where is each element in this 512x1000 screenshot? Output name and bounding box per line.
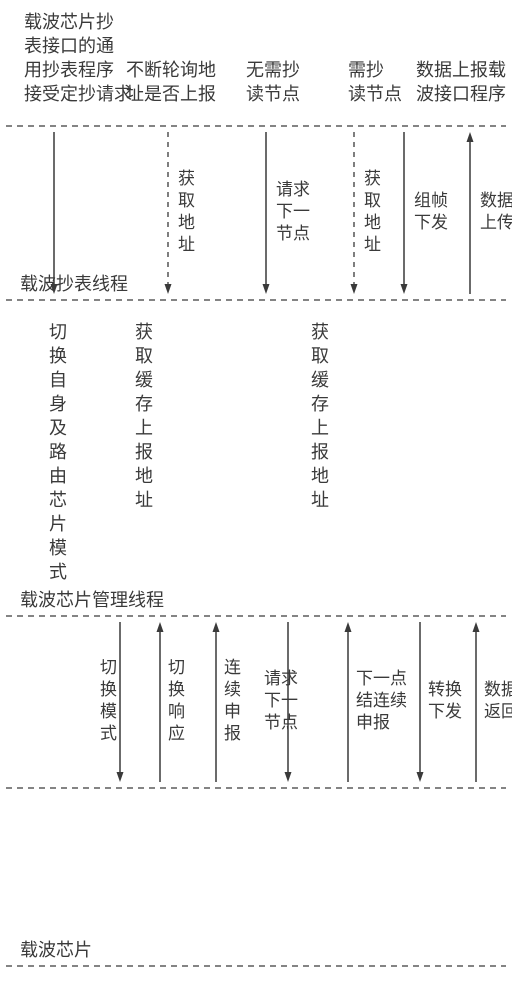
svg-text:应: 应: [168, 724, 185, 743]
svg-text:身: 身: [49, 394, 67, 414]
svg-text:节点: 节点: [276, 224, 310, 243]
svg-text:模: 模: [49, 538, 67, 558]
svg-text:址: 址: [178, 235, 195, 254]
svg-text:获: 获: [135, 322, 153, 342]
svg-text:取: 取: [135, 346, 153, 366]
top-desc-5: 址是否上报: [126, 84, 216, 104]
svg-text:由: 由: [49, 466, 67, 486]
top-desc-4: 不断轮询地: [126, 60, 216, 80]
svg-text:申报: 申报: [356, 713, 390, 732]
get-addr-2: [351, 132, 358, 294]
top-desc-7: 读节点: [246, 84, 300, 104]
top-desc-8: 需抄: [348, 60, 384, 80]
svg-text:换: 换: [49, 346, 67, 366]
svg-text:请求: 请求: [264, 669, 298, 688]
svg-text:取: 取: [311, 346, 329, 366]
svg-text:换: 换: [168, 680, 185, 699]
svg-text:报: 报: [311, 442, 329, 462]
svg-text:结连续: 结连续: [356, 691, 407, 710]
svg-text:下一: 下一: [276, 202, 310, 221]
top-desc-0: 载波芯片抄: [24, 12, 114, 32]
next-conn-end-up: [345, 622, 352, 782]
top-desc-9: 读节点: [348, 84, 402, 104]
svg-text:转换: 转换: [428, 680, 462, 699]
svg-text:上: 上: [135, 418, 153, 438]
svg-text:返回: 返回: [484, 702, 512, 721]
lane-label-chip_manage: 载波芯片管理线程: [20, 590, 164, 610]
svg-text:获: 获: [311, 322, 329, 342]
svg-text:地: 地: [178, 213, 195, 232]
svg-text:址: 址: [135, 490, 153, 510]
svg-text:获: 获: [178, 169, 195, 188]
svg-text:换: 换: [100, 680, 117, 699]
svg-text:数据: 数据: [480, 191, 512, 210]
svg-text:取: 取: [178, 191, 195, 210]
svg-text:址: 址: [364, 235, 381, 254]
svg-text:模: 模: [100, 702, 117, 721]
data-upload: [467, 132, 474, 294]
get-cache-addr-2: 获取缓存上报地址: [311, 322, 329, 510]
svg-text:芯: 芯: [49, 490, 67, 510]
frame-send: [401, 132, 408, 294]
req-next-node: [263, 132, 270, 294]
get-cache-addr-1: 获取缓存上报地址: [135, 322, 153, 510]
cont-report-up: [213, 622, 220, 782]
svg-text:切: 切: [100, 658, 117, 677]
svg-text:组帧: 组帧: [414, 191, 448, 210]
svg-text:路: 路: [49, 442, 67, 462]
svg-text:数据: 数据: [484, 680, 512, 699]
switch-resp-up: [157, 622, 164, 782]
svg-text:地: 地: [135, 466, 153, 486]
svg-text:地: 地: [311, 466, 329, 486]
svg-text:自: 自: [49, 370, 67, 390]
svg-text:式: 式: [49, 562, 67, 582]
svg-text:上: 上: [311, 418, 329, 438]
svg-text:请求: 请求: [276, 180, 310, 199]
svg-text:获: 获: [364, 169, 381, 188]
svg-text:下发: 下发: [428, 702, 462, 721]
svg-text:取: 取: [364, 191, 381, 210]
svg-text:片: 片: [49, 514, 67, 534]
svg-text:地: 地: [364, 213, 381, 232]
svg-text:切: 切: [168, 658, 185, 677]
svg-text:址: 址: [311, 490, 329, 510]
svg-text:节点: 节点: [264, 713, 298, 732]
svg-text:缓: 缓: [311, 370, 329, 390]
svg-text:响: 响: [168, 702, 185, 721]
svg-text:上传: 上传: [480, 213, 512, 232]
svg-text:报: 报: [135, 442, 153, 462]
svg-text:缓: 缓: [135, 370, 153, 390]
svg-text:下一: 下一: [264, 691, 298, 710]
svg-text:申: 申: [224, 702, 241, 721]
top-desc-11: 波接口程序: [416, 84, 506, 104]
top-desc-6: 无需抄: [246, 60, 300, 80]
svg-text:续: 续: [224, 680, 241, 699]
req-down: [51, 132, 58, 294]
top-desc-1: 表接口的通: [24, 36, 114, 56]
svg-text:下发: 下发: [414, 213, 448, 232]
top-desc-3: 接受定抄请求: [24, 84, 132, 104]
svg-text:式: 式: [100, 724, 117, 743]
get-addr-1: [165, 132, 172, 294]
switch-mode-down: [117, 622, 124, 782]
data-return-up: [473, 622, 480, 782]
lane-label-carrier_chip: 载波芯片: [20, 940, 92, 960]
trans-send-down: [417, 622, 424, 782]
lane-label-carrier_read: 载波抄表线程: [20, 274, 128, 294]
top-desc-10: 数据上报载: [416, 60, 506, 80]
svg-text:切: 切: [49, 322, 67, 342]
svg-text:连: 连: [224, 658, 241, 677]
top-desc-2: 用抄表程序: [24, 60, 114, 80]
svg-text:存: 存: [311, 394, 329, 414]
svg-text:及: 及: [49, 418, 67, 438]
svg-text:报: 报: [224, 724, 241, 743]
switch-self-route: 切换自身及路由芯片模式: [49, 322, 67, 582]
svg-text:下一点: 下一点: [356, 669, 407, 688]
svg-text:存: 存: [135, 394, 153, 414]
